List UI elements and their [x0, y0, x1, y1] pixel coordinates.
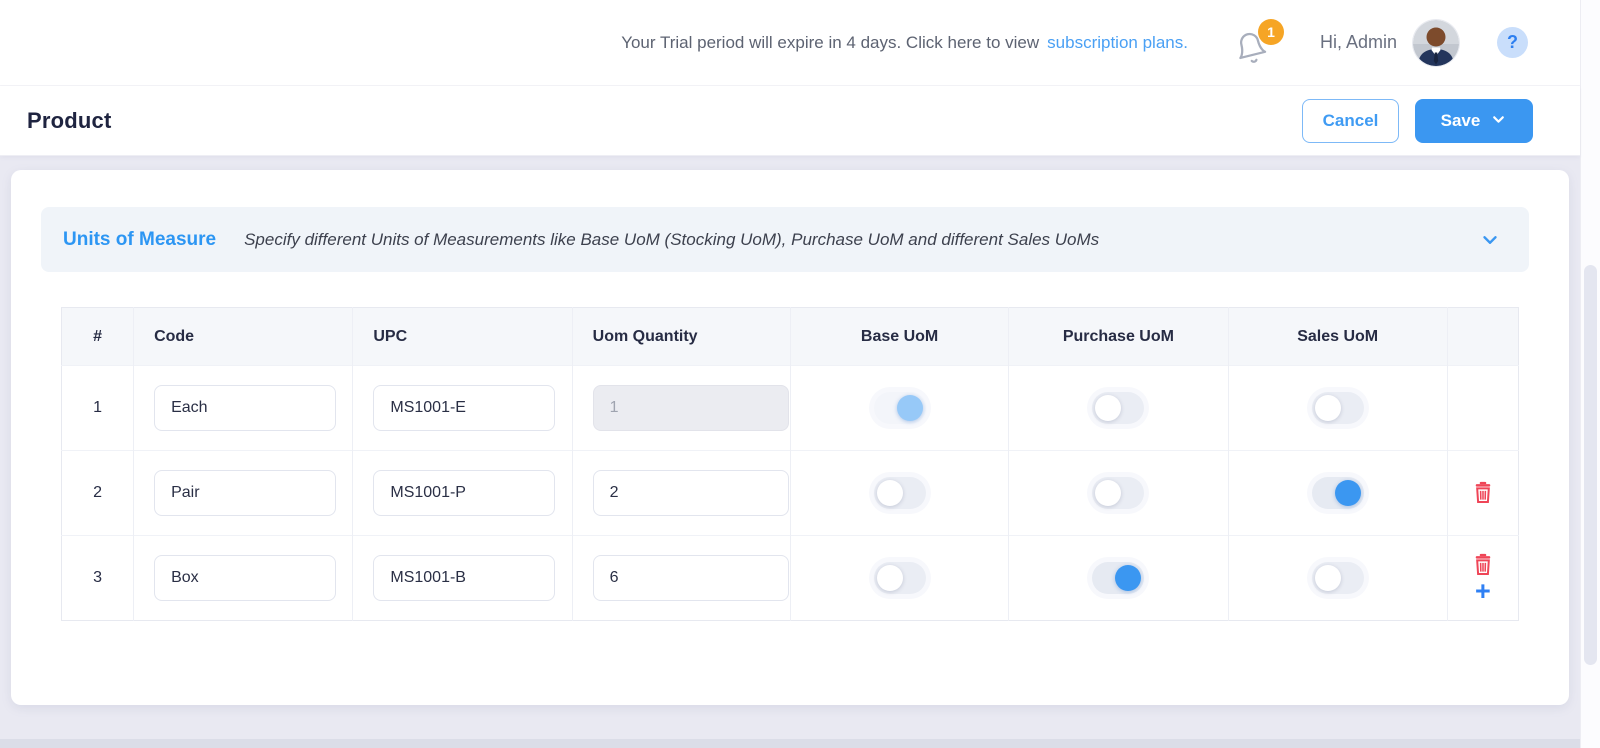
trash-icon	[1473, 481, 1493, 505]
add-row-button[interactable]: +	[1475, 575, 1491, 606]
column-header-base-uom: Base UoM	[789, 307, 1009, 366]
column-header-purchase-uom: Purchase UoM	[1008, 307, 1229, 366]
uom-quantity-input[interactable]	[592, 470, 789, 516]
column-header--: #	[93, 327, 102, 345]
section-subtitle: Specify different Units of Measurements …	[244, 229, 1100, 249]
uom-quantity-input[interactable]	[592, 555, 789, 601]
notification-badge: 1	[1257, 18, 1284, 45]
trial-message: Your Trial period will expire in 4 days.…	[621, 33, 1188, 53]
purchase-uom-toggle[interactable]	[1092, 392, 1145, 424]
column-header-uom-quantity: Uom Quantity	[571, 307, 791, 366]
page-header: Product Cancel Save	[0, 86, 1580, 156]
column-header-actions	[1446, 307, 1519, 366]
purchase-uom-toggle[interactable]	[1092, 477, 1145, 509]
base-uom-toggle[interactable]	[873, 392, 926, 424]
column-header-sales-uom: Sales UoM	[1227, 307, 1448, 366]
toggle-knob	[876, 565, 903, 591]
column-header-code: Code	[133, 307, 353, 366]
row-number: 3	[61, 535, 134, 621]
toggle-knob	[896, 395, 923, 421]
column-header-upc: UPC	[352, 307, 573, 366]
top-bar: Your Trial period will expire in 4 days.…	[0, 0, 1580, 86]
row-number: 2	[61, 450, 134, 536]
main-content: Units of Measure Specify different Units…	[0, 156, 1580, 705]
section-title: Units of Measure	[63, 228, 217, 250]
help-button[interactable]: ?	[1497, 27, 1528, 58]
question-icon: ?	[1507, 32, 1518, 52]
uom-quantity-input	[592, 385, 789, 431]
scrollbar-thumb[interactable]	[1584, 265, 1597, 665]
bottom-strip	[0, 739, 1580, 748]
chevron-down-icon	[1490, 109, 1507, 133]
topbar-right-cluster: 1 Hi, Admin ?	[1234, 18, 1528, 66]
sales-uom-toggle[interactable]	[1311, 477, 1364, 509]
uom-section-header: Units of Measure Specify different Units…	[41, 207, 1529, 272]
collapse-chevron-icon[interactable]	[1479, 229, 1501, 251]
trash-icon	[1473, 553, 1493, 577]
toggle-knob	[1115, 565, 1142, 591]
row-actions: +	[1448, 553, 1518, 606]
scrollbar	[1580, 0, 1600, 748]
toggle-knob	[1095, 395, 1122, 421]
base-uom-toggle[interactable]	[873, 562, 926, 594]
base-uom-toggle[interactable]	[873, 477, 926, 509]
upc-input[interactable]	[373, 385, 556, 431]
user-greeting: Hi, Admin	[1319, 32, 1397, 52]
page-title: Product	[27, 107, 112, 133]
uom-table: # Code UPC Uom Quantity Base UoM Purchase UoM…	[61, 307, 1519, 621]
subscription-plans-link[interactable]: subscription plans.	[1047, 32, 1188, 52]
sales-uom-toggle[interactable]	[1311, 562, 1364, 594]
code-input[interactable]	[154, 555, 337, 601]
save-button-label: Save	[1440, 110, 1481, 130]
uom-table-row: 1	[61, 365, 1519, 451]
purchase-uom-toggle[interactable]	[1092, 562, 1145, 594]
row-actions	[1448, 481, 1518, 505]
uom-table-container: # Code UPC Uom Quantity Base UoM Purchase UoM…	[61, 307, 1519, 621]
uom-table-header-row: # Code UPC Uom Quantity Base UoM Purchase UoM…	[61, 307, 1519, 366]
trial-text: Your Trial period will expire in 4 days.…	[621, 32, 1040, 52]
toggle-knob	[1334, 480, 1361, 506]
upc-input[interactable]	[373, 555, 556, 601]
notifications-button[interactable]: 1	[1234, 18, 1284, 63]
toggle-knob	[1314, 395, 1341, 421]
upc-input[interactable]	[373, 470, 556, 516]
uom-table-row: 2	[61, 450, 1519, 536]
uom-table-row: 3+	[61, 535, 1519, 621]
toggle-knob	[876, 480, 903, 506]
delete-row-button[interactable]	[1473, 553, 1493, 577]
page-actions: Cancel Save	[1302, 98, 1533, 143]
row-number: 1	[61, 365, 134, 451]
product-card: Units of Measure Specify different Units…	[11, 170, 1569, 705]
code-input[interactable]	[154, 385, 337, 431]
toggle-knob	[1314, 565, 1341, 591]
save-button[interactable]: Save	[1415, 98, 1533, 143]
toggle-knob	[1095, 480, 1122, 506]
avatar[interactable]	[1413, 19, 1459, 66]
sales-uom-toggle[interactable]	[1311, 392, 1364, 424]
code-input[interactable]	[154, 470, 337, 516]
cancel-button[interactable]: Cancel	[1302, 98, 1399, 143]
delete-row-button[interactable]	[1473, 481, 1493, 505]
